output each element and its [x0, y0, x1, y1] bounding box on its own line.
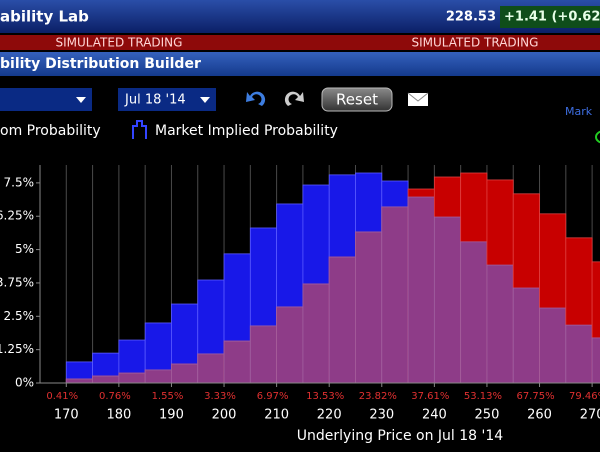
x-tick-label: 180	[106, 408, 131, 423]
overlap-bar	[249, 325, 278, 384]
x-tick-label: 250	[475, 408, 500, 423]
x-tick-label: 190	[159, 408, 184, 423]
y-tick-label: 2.5%	[4, 309, 35, 323]
overlap-bar	[276, 306, 304, 384]
y-tick-label: 7.5%	[4, 175, 35, 189]
x-tick-label: 270	[580, 408, 600, 423]
redo-button[interactable]	[284, 91, 304, 106]
sim-banner	[0, 35, 600, 50]
cumulative-label: 13.53%	[306, 391, 344, 402]
date-label: Jul 18 '14	[124, 93, 186, 108]
cumulative-label: 6.97%	[257, 391, 289, 402]
overlap-bar	[433, 216, 462, 384]
overlap-bar	[118, 372, 146, 384]
overlap-bar	[407, 196, 435, 384]
overlap-bar	[355, 231, 383, 384]
date-dropdown[interactable]	[118, 88, 216, 111]
y-tick-label: 6.25%	[0, 209, 34, 223]
overlap-bar	[328, 256, 356, 384]
price: 228.53	[446, 10, 496, 25]
overlap-bar	[197, 353, 225, 384]
panel-bar	[0, 52, 600, 76]
x-tick-label: 240	[422, 408, 447, 423]
legend-label: Market Implied Probability	[155, 123, 338, 139]
dropdown-arrow	[76, 97, 86, 103]
cumulative-label: 1.55%	[152, 391, 184, 402]
reset-button[interactable]	[321, 87, 393, 112]
cumulative-label: 23.82%	[359, 391, 397, 402]
legend-label: om Probability	[0, 123, 101, 139]
y-tick-label: 5%	[15, 242, 34, 256]
app-title: ability Lab	[0, 8, 89, 26]
legend-icon	[132, 120, 147, 139]
cumulative-label: 79.46%	[569, 391, 600, 402]
custom-bar	[591, 261, 600, 384]
overlap-bar	[223, 340, 251, 384]
legend: om Probability Market Implied Probabilit…	[0, 120, 338, 139]
cumulative-label: 0.76%	[99, 391, 131, 402]
reset-label: Reset	[336, 91, 378, 109]
overlap-bar	[381, 206, 409, 384]
status-icon	[595, 130, 600, 144]
y-tick-label: 0%	[15, 376, 34, 390]
market-link[interactable]: Mark	[565, 105, 593, 118]
mail-button[interactable]	[408, 93, 428, 106]
overlap-bar	[565, 324, 593, 384]
overlap-bar	[512, 287, 540, 384]
dropdown[interactable]	[0, 88, 92, 111]
y-tick-label: 1.25%	[0, 342, 34, 356]
overlap-bar	[65, 378, 93, 384]
sim-label: SIMULATED TRADING	[56, 36, 183, 50]
cumulative-label: 67.75%	[516, 391, 554, 402]
sim-label: SIMULATED TRADING	[412, 36, 539, 50]
price-change: +1.41 (+0.62	[504, 10, 600, 25]
mail-flap	[407, 92, 429, 102]
x-tick-label: 200	[212, 408, 237, 423]
overlap-bar	[144, 369, 172, 384]
overlap-bar	[171, 363, 199, 384]
cumulative-label: 53.13%	[464, 391, 502, 402]
overlap-bar	[302, 283, 330, 384]
overlap-bar	[591, 337, 600, 384]
x-tick-label: 220	[317, 408, 342, 423]
x-tick-label: 260	[527, 408, 552, 423]
change-box	[500, 6, 600, 28]
x-tick-label: 210	[264, 408, 289, 423]
overlap-bar	[486, 264, 514, 384]
cumulative-label: 3.33%	[204, 391, 236, 402]
x-axis-title: Underlying Price on Jul 18 '14	[297, 428, 504, 444]
dropdown-arrow	[200, 97, 210, 103]
overlap-bar	[92, 375, 120, 384]
y-tick-label: 3.75%	[0, 275, 34, 289]
undo-button[interactable]	[246, 91, 266, 106]
cumulative-label: 0.41%	[46, 391, 78, 402]
overlap-bar	[460, 241, 488, 384]
x-tick-label: 170	[54, 408, 79, 423]
overlap-bar	[539, 307, 567, 384]
x-tick-label: 230	[369, 408, 394, 423]
cumulative-label: 37.61%	[411, 391, 449, 402]
panel-title: bility Distribution Builder	[0, 56, 201, 72]
